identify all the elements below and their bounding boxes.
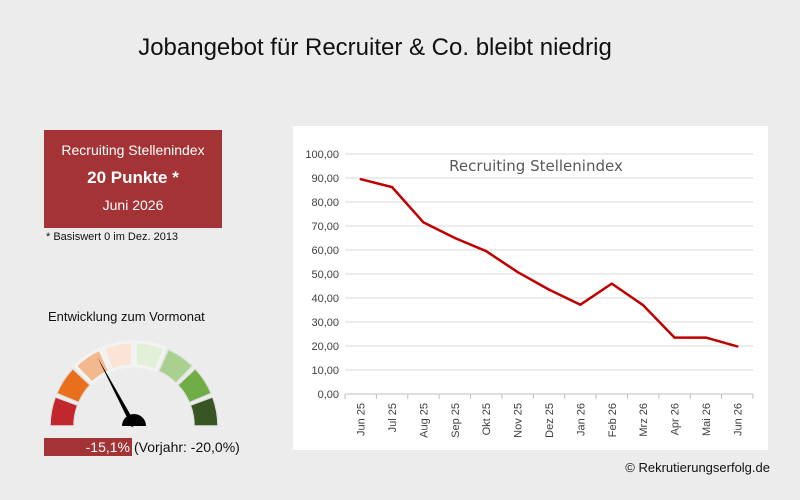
gauge-segment-outline xyxy=(55,367,91,404)
data-point xyxy=(610,282,613,285)
data-point xyxy=(485,250,488,253)
data-point xyxy=(453,236,457,240)
index-summary-box: Recruiting Stellenindex 20 Punkte * Juni… xyxy=(44,130,222,228)
development-label: Entwicklung zum Vormonat xyxy=(48,309,205,324)
x-tick-label: Jul 25 xyxy=(387,403,399,432)
x-tick-label: Jun 25 xyxy=(356,403,368,436)
x-tick-label: Sep 25 xyxy=(450,403,462,438)
previous-year-change: (Vorjahr: -20,0%) xyxy=(134,439,240,455)
y-tick-label: 10,00 xyxy=(311,365,339,377)
y-tick-label: 20,00 xyxy=(311,341,339,353)
data-point xyxy=(673,336,676,339)
page-title: Jobangebot für Recruiter & Co. bleibt ni… xyxy=(138,34,612,61)
x-tick-label: Jan 26 xyxy=(575,403,587,436)
x-tick-label: Dez 25 xyxy=(544,403,556,438)
data-point xyxy=(390,185,394,189)
y-tick-label: 100,00 xyxy=(305,149,339,161)
index-box-date: Juni 2026 xyxy=(102,197,164,213)
gauge-segment-outline xyxy=(177,367,213,404)
data-point xyxy=(704,336,708,339)
index-box-title: Recruiting Stellenindex xyxy=(61,142,205,158)
x-tick-label: Okt 25 xyxy=(481,403,493,435)
gauge-segment xyxy=(157,348,194,385)
gauge-segment xyxy=(133,340,167,373)
gauge-meter xyxy=(49,340,219,428)
line-chart: 0,00 10,00 20,00 30,00 40,00 50,00 60,00 70,00 8… xyxy=(305,149,754,438)
x-tick-label: Mrz 26 xyxy=(638,403,650,437)
data-point xyxy=(547,288,551,291)
y-tick-label: 70,00 xyxy=(311,221,339,233)
series-line xyxy=(360,177,738,348)
x-tick-label: Feb 26 xyxy=(607,403,619,437)
data-point xyxy=(359,178,362,181)
x-tick-label: Apr 26 xyxy=(670,403,682,435)
copyright-notice: © Rekrutierungserfolg.de xyxy=(625,460,770,475)
data-point xyxy=(422,221,425,224)
gauge-segment xyxy=(101,340,135,373)
y-tick-label: 40,00 xyxy=(311,293,339,305)
gauge-segment xyxy=(49,395,79,427)
y-tick-label: 90,00 xyxy=(311,173,339,185)
y-tick-label: 80,00 xyxy=(311,197,339,209)
data-point xyxy=(516,270,519,274)
gauge-segment xyxy=(176,367,213,404)
y-tick-label: 30,00 xyxy=(311,317,339,329)
data-point xyxy=(579,303,582,306)
gauge-hub xyxy=(122,414,146,426)
data-point xyxy=(641,304,645,307)
y-tick-label: 0,00 xyxy=(318,389,339,401)
gauge-segment-outline xyxy=(49,396,79,427)
data-point xyxy=(736,345,739,348)
monthly-change-value: -15,1% xyxy=(44,438,132,456)
index-box-value: 20 Punkte * xyxy=(87,168,179,187)
x-tick-label: Aug 25 xyxy=(418,403,430,438)
x-tick-label: Mai 26 xyxy=(701,403,713,436)
gauge-segment-outline xyxy=(157,348,194,384)
y-tick-label: 50,00 xyxy=(311,269,339,281)
chart-panel: 0,00 10,00 20,00 30,00 40,00 50,00 60,00 70,00 8… xyxy=(293,126,768,450)
gauge-needle xyxy=(97,357,137,428)
x-tick-label: Nov 25 xyxy=(513,403,525,438)
gauge-segment xyxy=(73,347,112,386)
chart-title: Recruiting Stellenindex xyxy=(449,157,623,175)
baseline-footnote: * Basiswert 0 im Dez. 2013 xyxy=(46,231,179,243)
gauge-segment xyxy=(189,395,219,427)
gauge-segment-outline xyxy=(189,396,219,427)
y-tick-label: 60,00 xyxy=(311,245,339,257)
gauge-segment xyxy=(55,367,92,404)
x-tick-label: Jun 26 xyxy=(732,403,744,436)
